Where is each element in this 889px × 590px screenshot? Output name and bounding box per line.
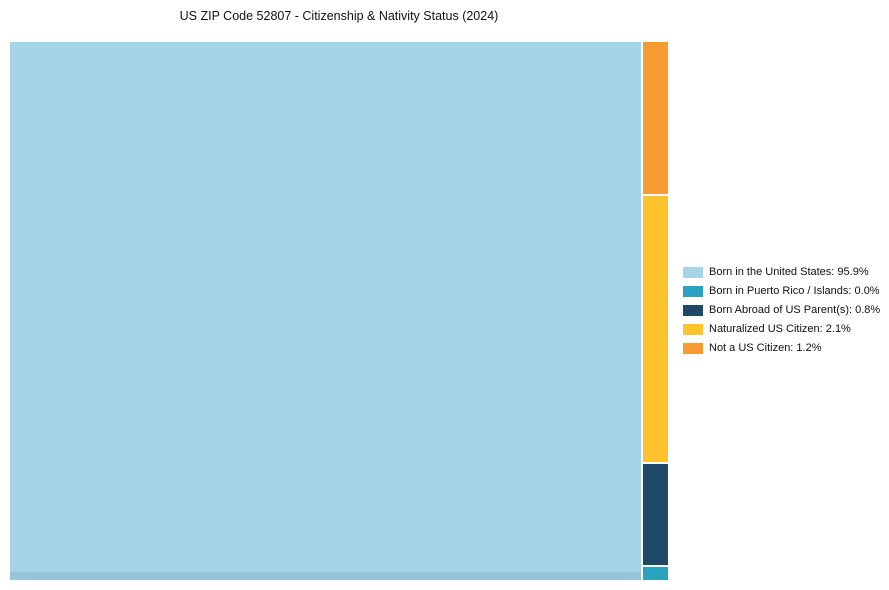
legend-item-naturalized-us-citizen: Naturalized US Citizen: 2.1%: [683, 324, 880, 335]
treemap-segment-not-a-us-citizen: [643, 42, 668, 194]
legend-item-born-in-the-united-states: Born in the United States: 95.9%: [683, 267, 880, 278]
legend-swatch-born-in-puerto-rico-islands: [683, 286, 703, 297]
legend-label: Born in Puerto Rico / Islands: 0.0%: [709, 285, 880, 297]
legend-swatch-born-abroad-of-us-parent-s: [683, 305, 703, 316]
legend: Born in the United States: 95.9% Born in …: [683, 267, 880, 354]
legend-item-born-in-puerto-rico-islands: Born in Puerto Rico / Islands: 0.0%: [683, 286, 880, 297]
legend-item-not-a-us-citizen: Not a US Citizen: 1.2%: [683, 343, 880, 354]
treemap-segment-born-in-puerto-rico-islands: [643, 567, 668, 580]
legend-item-born-abroad-of-us-parent-s: Born Abroad of US Parent(s): 0.8%: [683, 305, 880, 316]
legend-label: Born in the United States: 95.9%: [709, 266, 869, 278]
treemap-minority-column: [643, 42, 668, 580]
treemap-plot: [10, 42, 668, 580]
chart-title: US ZIP Code 52807 - Citizenship & Nativi…: [179, 9, 499, 23]
legend-swatch-born-in-the-united-states: [683, 267, 703, 278]
treemap-segment-born-abroad-of-us-parent-s: [643, 464, 668, 566]
legend-label: Born Abroad of US Parent(s): 0.8%: [709, 304, 881, 316]
legend-swatch-not-a-us-citizen: [683, 343, 703, 354]
treemap-segment-born-in-the-united-states: [10, 42, 642, 580]
legend-label: Not a US Citizen: 1.2%: [709, 342, 822, 354]
treemap-segment-naturalized-us-citizen: [643, 196, 668, 462]
legend-label: Naturalized US Citizen: 2.1%: [709, 323, 851, 335]
legend-swatch-naturalized-us-citizen: [683, 324, 703, 335]
